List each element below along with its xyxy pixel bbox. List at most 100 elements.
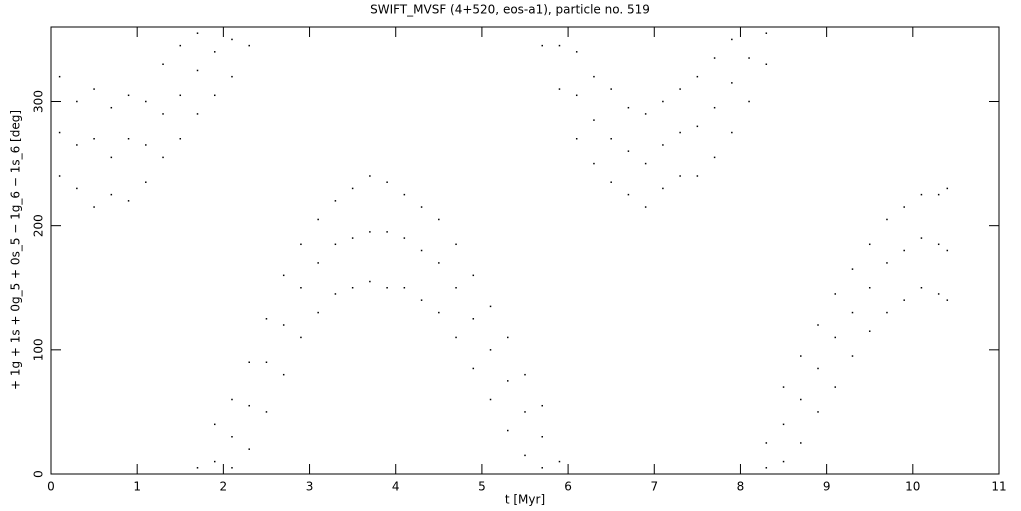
point bbox=[110, 156, 113, 159]
point bbox=[455, 336, 457, 339]
point bbox=[946, 249, 949, 252]
point bbox=[196, 467, 199, 469]
point bbox=[593, 75, 595, 78]
point bbox=[782, 460, 785, 463]
point bbox=[76, 144, 78, 146]
point bbox=[386, 287, 388, 289]
point bbox=[937, 293, 940, 295]
point bbox=[127, 138, 130, 140]
point bbox=[765, 467, 768, 469]
point bbox=[351, 287, 354, 289]
point bbox=[903, 206, 905, 208]
point bbox=[196, 113, 199, 115]
point bbox=[765, 32, 768, 34]
point bbox=[213, 94, 216, 97]
point bbox=[403, 193, 406, 196]
x-tick-label: 7 bbox=[650, 480, 658, 494]
point bbox=[386, 231, 388, 233]
point bbox=[231, 75, 233, 78]
point bbox=[386, 181, 388, 183]
point bbox=[558, 88, 561, 90]
point bbox=[817, 367, 819, 370]
x-axis-label: t [Myr] bbox=[505, 493, 545, 507]
x-tick-label: 11 bbox=[991, 480, 1006, 494]
point bbox=[575, 94, 578, 97]
point bbox=[541, 44, 543, 47]
point bbox=[886, 311, 888, 314]
point bbox=[213, 423, 216, 426]
point bbox=[300, 287, 302, 289]
point bbox=[369, 175, 371, 177]
point bbox=[300, 336, 302, 339]
x-tick-label: 6 bbox=[564, 480, 572, 494]
x-tick-label: 0 bbox=[47, 480, 55, 494]
point bbox=[145, 100, 147, 103]
point bbox=[472, 367, 475, 370]
point bbox=[248, 44, 250, 47]
y-tick-label: 100 bbox=[32, 338, 46, 361]
point bbox=[800, 398, 802, 401]
point bbox=[868, 243, 871, 246]
point bbox=[851, 311, 854, 314]
point bbox=[610, 181, 612, 183]
point bbox=[420, 249, 423, 252]
point bbox=[920, 287, 923, 289]
x-tick-label: 10 bbox=[905, 480, 920, 494]
point bbox=[834, 386, 837, 388]
point bbox=[524, 373, 526, 376]
point bbox=[507, 336, 509, 339]
point bbox=[231, 38, 233, 41]
point bbox=[800, 355, 802, 357]
point bbox=[937, 243, 940, 246]
point bbox=[162, 156, 164, 159]
point bbox=[524, 411, 526, 413]
point bbox=[731, 82, 733, 84]
point bbox=[541, 467, 543, 469]
point bbox=[438, 311, 440, 314]
point bbox=[179, 44, 182, 47]
point bbox=[558, 44, 561, 47]
point bbox=[903, 249, 905, 252]
point bbox=[179, 94, 182, 97]
point bbox=[317, 218, 319, 221]
x-tick-label: 9 bbox=[823, 480, 831, 494]
point bbox=[679, 131, 681, 134]
point bbox=[946, 187, 949, 190]
point bbox=[489, 305, 492, 308]
point bbox=[800, 442, 802, 444]
point bbox=[575, 51, 578, 53]
point bbox=[351, 237, 354, 239]
point bbox=[817, 324, 819, 326]
y-tick-label: 200 bbox=[32, 214, 46, 237]
point bbox=[662, 144, 664, 146]
point bbox=[317, 311, 319, 314]
point bbox=[403, 287, 406, 289]
point bbox=[868, 330, 871, 332]
point bbox=[886, 262, 888, 264]
point bbox=[438, 218, 440, 221]
point bbox=[713, 156, 716, 159]
point bbox=[93, 88, 95, 90]
point bbox=[713, 57, 716, 59]
point bbox=[472, 274, 475, 277]
point bbox=[713, 106, 716, 109]
point bbox=[610, 138, 612, 140]
point bbox=[903, 299, 905, 301]
point bbox=[748, 57, 750, 59]
point bbox=[748, 100, 750, 103]
point bbox=[489, 398, 492, 401]
point bbox=[627, 106, 630, 109]
point bbox=[93, 206, 95, 208]
point bbox=[507, 380, 509, 382]
x-tick-label: 3 bbox=[306, 480, 314, 494]
point bbox=[731, 38, 733, 41]
point bbox=[662, 100, 664, 103]
point bbox=[265, 411, 268, 413]
point bbox=[868, 287, 871, 289]
point bbox=[248, 361, 250, 363]
point bbox=[196, 32, 199, 34]
point bbox=[334, 293, 337, 295]
point bbox=[231, 467, 233, 469]
